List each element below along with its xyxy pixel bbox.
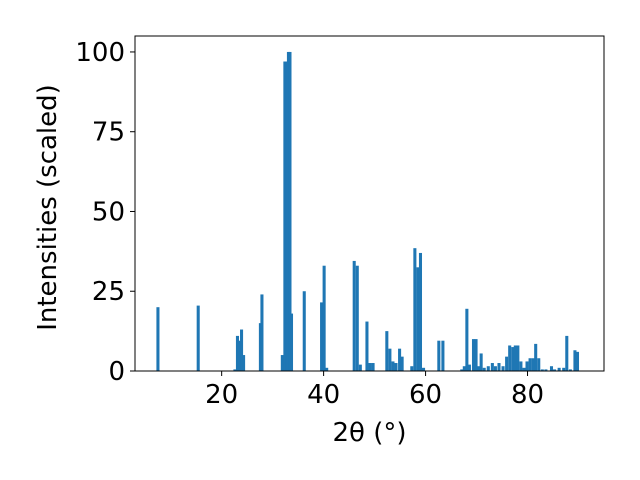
bar <box>482 367 486 371</box>
bar <box>391 361 395 371</box>
bar <box>240 329 244 371</box>
y-tick-label: 25 <box>92 277 125 307</box>
bars-group <box>156 51 580 372</box>
bar <box>540 369 544 371</box>
bar <box>479 353 483 371</box>
bar <box>418 252 423 371</box>
y-axis-label: Intensities (scaled) <box>33 84 63 331</box>
bar <box>537 358 541 371</box>
bar <box>508 345 512 371</box>
bar <box>477 366 481 371</box>
bar <box>467 364 471 371</box>
x-axis-label: 2θ (°) <box>332 418 406 448</box>
bar <box>322 265 326 371</box>
bar <box>388 348 392 371</box>
bar <box>565 335 569 371</box>
bar <box>196 305 200 371</box>
bar <box>410 366 414 371</box>
bar <box>280 355 284 371</box>
bar <box>513 345 517 371</box>
bar <box>325 367 329 371</box>
plot-frame <box>134 35 605 372</box>
bar <box>416 267 420 371</box>
x-ticks-group: 20 40 60 80 <box>205 371 544 410</box>
y-tick-label: 100 <box>75 38 125 68</box>
bar <box>260 294 264 371</box>
bar <box>302 291 306 371</box>
bar <box>441 340 445 371</box>
bar <box>471 339 476 371</box>
bar <box>437 340 441 371</box>
bar <box>474 339 478 371</box>
bar <box>497 363 501 371</box>
bar <box>534 343 538 371</box>
x-tick-label: 40 <box>307 380 340 410</box>
bar <box>398 348 402 371</box>
y-tick-label: 75 <box>92 118 125 148</box>
bar <box>557 367 561 371</box>
bar <box>486 366 490 371</box>
bar <box>528 358 532 371</box>
bar <box>505 356 509 371</box>
bar <box>422 367 426 371</box>
y-tick-label: 50 <box>92 197 125 227</box>
bar <box>460 369 464 371</box>
x-tick-label: 60 <box>409 380 442 410</box>
bar <box>573 350 577 371</box>
bar <box>283 61 287 372</box>
bar <box>575 351 580 371</box>
bar <box>544 369 548 371</box>
bar <box>371 363 375 371</box>
bar <box>531 358 535 371</box>
bar <box>320 302 324 371</box>
bar <box>525 361 529 371</box>
bar <box>394 363 398 371</box>
bar <box>242 355 246 371</box>
bar <box>462 366 466 371</box>
bar <box>493 366 497 371</box>
bar <box>365 321 369 371</box>
bar <box>516 345 520 371</box>
bar <box>355 265 359 371</box>
bar <box>289 313 294 371</box>
bar <box>385 331 389 371</box>
bar <box>358 364 362 371</box>
bar <box>562 367 566 371</box>
y-tick-label: 0 <box>108 357 125 387</box>
bar <box>233 369 237 371</box>
bar <box>511 347 515 371</box>
bar <box>237 340 241 371</box>
bar <box>568 369 572 371</box>
bar <box>549 366 554 371</box>
bar <box>519 361 523 371</box>
x-tick-label: 80 <box>511 380 544 410</box>
bar <box>501 366 505 371</box>
bar <box>368 363 372 371</box>
bar <box>522 367 526 371</box>
y-ticks-group: 0 25 50 75 100 <box>75 38 135 387</box>
bar <box>352 260 356 371</box>
bar <box>465 308 469 371</box>
bar <box>156 307 160 371</box>
bar <box>400 356 404 371</box>
x-tick-label: 20 <box>205 380 238 410</box>
bar <box>490 363 494 371</box>
bar <box>553 369 557 371</box>
bar <box>413 248 417 371</box>
bar <box>288 51 292 371</box>
